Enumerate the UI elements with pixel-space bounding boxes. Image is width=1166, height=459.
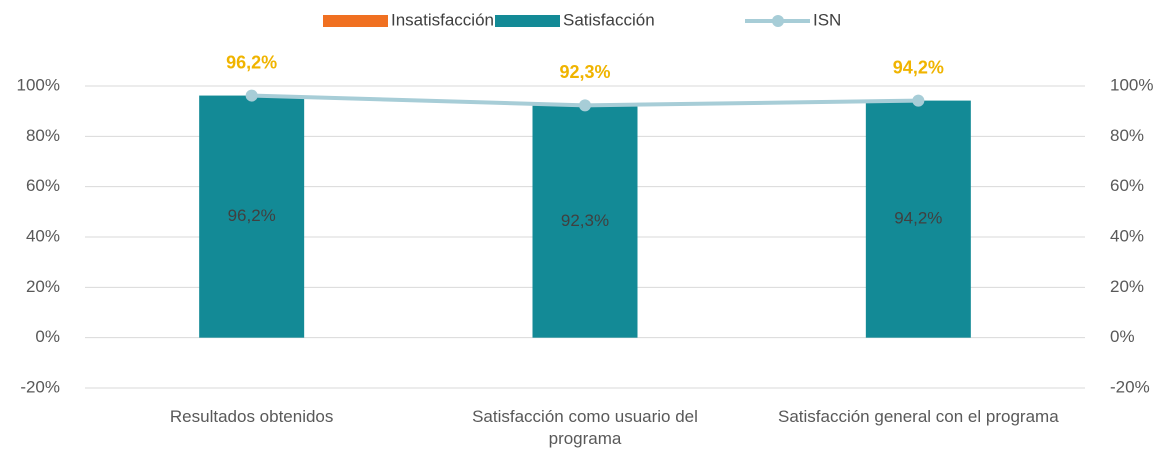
x-tick-label: Resultados obtenidos: [169, 407, 334, 426]
legend-swatch: [323, 15, 388, 27]
line-point: [245, 89, 258, 102]
y2-tick-label: 0%: [1110, 327, 1135, 346]
legend-marker: [772, 15, 784, 27]
bar-value-label: 96,2%: [228, 206, 276, 225]
y-tick-label: 20%: [26, 277, 60, 296]
x-tick-label: Satisfacción general con el programa: [777, 407, 1059, 426]
line-value-label: 96,2%: [226, 52, 277, 72]
y2-tick-label: -20%: [1110, 377, 1150, 396]
y2-tick-label: 40%: [1110, 226, 1144, 245]
y-tick-label: 60%: [26, 176, 60, 195]
y-tick-label: 0%: [35, 327, 60, 346]
y2-tick-label: 20%: [1110, 277, 1144, 296]
line-point: [579, 99, 591, 112]
legend-label: ISN: [813, 10, 841, 29]
y-tick-label: 80%: [26, 126, 60, 145]
bar-value-label: 92,3%: [561, 211, 609, 230]
bar: [199, 95, 305, 338]
y-tick-label: 40%: [26, 226, 60, 245]
y2-tick-label: 60%: [1110, 176, 1144, 195]
y2-tick-label: 80%: [1110, 126, 1144, 145]
legend-label: Satisfacción: [563, 10, 655, 29]
y-tick-label: 100%: [17, 75, 60, 94]
y-tick-label: -20%: [20, 377, 60, 396]
line-value-label: 92,3%: [559, 62, 610, 82]
line-point: [912, 94, 925, 107]
legend-swatch: [495, 15, 560, 27]
x-tick-label: Satisfacción como usuario del programa: [472, 407, 698, 448]
y2-tick-label: 100%: [1110, 75, 1153, 94]
bar-value-label: 94,2%: [894, 209, 942, 228]
bar: [865, 100, 971, 338]
legend-label: Insatisfacción: [391, 10, 494, 29]
bar: [532, 105, 638, 338]
line-value-label: 94,2%: [893, 57, 944, 77]
